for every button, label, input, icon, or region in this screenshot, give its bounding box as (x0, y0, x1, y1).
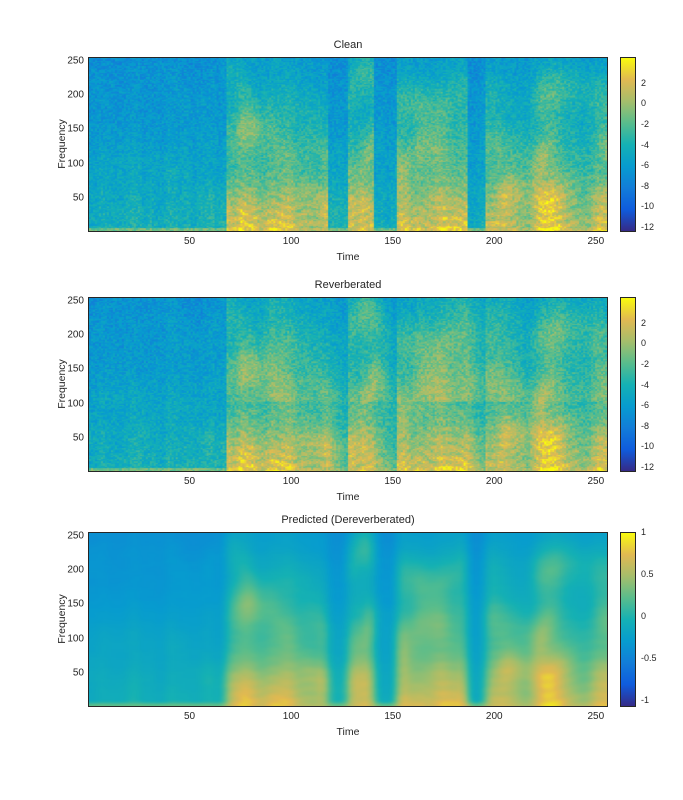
spectrogram-plot (88, 57, 608, 232)
x-tick-label: 150 (384, 236, 402, 247)
spectrogram-canvas (89, 298, 607, 471)
colorbar-tick-label: -4 (641, 139, 650, 150)
x-tick-label: 100 (282, 711, 300, 722)
y-tick-label: 200 (67, 89, 84, 101)
colorbar (620, 57, 636, 232)
x-tick-labels: 50 100 150 200 250 (88, 476, 608, 489)
panel-predicted: Predicted (Dereverberated) Frequency 50 1… (0, 512, 683, 747)
x-tick-label: 50 (184, 711, 196, 722)
colorbar-gradient (621, 298, 635, 471)
colorbar-tick-label: 0 (641, 611, 647, 622)
x-tick-label: 250 (587, 711, 605, 722)
y-tick-label: 50 (72, 192, 84, 204)
colorbar-tick-label: 0 (641, 338, 647, 349)
y-tick-label: 50 (72, 432, 84, 444)
x-tick-label: 200 (485, 236, 503, 247)
x-tick-label: 100 (282, 236, 300, 247)
x-tick-label: 250 (587, 476, 605, 487)
spectrogram-canvas (89, 58, 607, 231)
y-tick-label: 100 (67, 398, 84, 410)
x-tick-labels: 50 100 150 200 250 (88, 711, 608, 724)
y-tick-label: 200 (67, 564, 84, 576)
x-tick-label: 50 (184, 236, 196, 247)
x-tick-label: 150 (384, 476, 402, 487)
colorbar-tick-label: -6 (641, 160, 650, 171)
x-tick-label: 50 (184, 476, 196, 487)
colorbar-tick-label: 2 (641, 77, 647, 88)
y-tick-label: 100 (67, 633, 84, 645)
colorbar (620, 297, 636, 472)
panel-title: Reverberated (314, 279, 382, 291)
y-tick-labels: 50 100 150 200 250 (0, 55, 84, 232)
colorbar-tick-label: -10 (641, 441, 655, 452)
y-tick-label: 50 (72, 667, 84, 679)
x-tick-label: 100 (282, 476, 300, 487)
y-tick-label: 150 (67, 363, 84, 375)
y-tick-label: 250 (67, 55, 84, 67)
x-tick-label: 200 (485, 711, 503, 722)
spectrogram-plot (88, 532, 608, 707)
y-tick-label: 150 (67, 123, 84, 135)
colorbar-gradient (621, 533, 635, 706)
panel-reverberated: Reverberated Frequency 50 100 150 200 250 50… (0, 277, 683, 512)
colorbar-tick-label: 0.5 (641, 569, 654, 580)
x-tick-labels: 50 100 150 200 250 (88, 236, 608, 249)
x-tick-label: 200 (485, 476, 503, 487)
y-tick-label: 200 (67, 329, 84, 341)
spectrogram-canvas (89, 533, 607, 706)
x-axis-label: Time (336, 251, 360, 263)
colorbar-tick-label: -8 (641, 180, 650, 191)
colorbar-tick-label: 0 (641, 98, 647, 109)
colorbar-tick-label: -12 (641, 461, 655, 472)
x-axis-label: Time (336, 726, 360, 738)
x-tick-label: 250 (587, 236, 605, 247)
colorbar-tick-label: -1 (641, 695, 650, 706)
y-tick-label: 100 (67, 158, 84, 170)
colorbar-tick-label: -12 (641, 221, 655, 232)
colorbar-tick-label: -8 (641, 420, 650, 431)
colorbar-tick-label: -2 (641, 358, 650, 369)
x-tick-label: 150 (384, 711, 402, 722)
colorbar-tick-label: -0.5 (641, 653, 657, 664)
colorbar (620, 532, 636, 707)
colorbar-gradient (621, 58, 635, 231)
colorbar-tick-label: 1 (641, 527, 647, 537)
colorbar-tick-label: 2 (641, 317, 647, 328)
panel-title: Clean (333, 39, 363, 51)
colorbar-tick-label: -4 (641, 379, 650, 390)
y-tick-label: 250 (67, 295, 84, 307)
panel-clean: Clean Frequency 50 100 150 200 250 50 100 150 2… (0, 37, 683, 272)
x-axis-label: Time (336, 491, 360, 503)
colorbar-tick-label: -6 (641, 400, 650, 411)
y-tick-labels: 50 100 150 200 250 (0, 295, 84, 472)
panel-title: Predicted (Dereverberated) (281, 514, 415, 526)
colorbar-tick-label: -2 (641, 118, 650, 129)
colorbar-tick-label: -10 (641, 201, 655, 212)
y-tick-labels: 50 100 150 200 250 (0, 530, 84, 707)
spectrogram-plot (88, 297, 608, 472)
y-tick-label: 250 (67, 530, 84, 542)
y-tick-label: 150 (67, 598, 84, 610)
